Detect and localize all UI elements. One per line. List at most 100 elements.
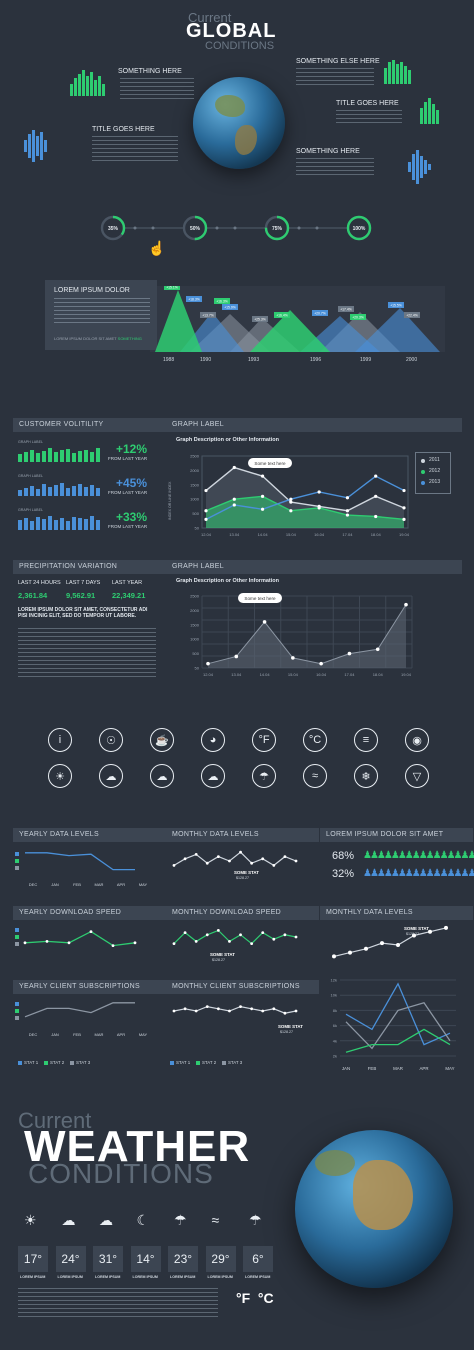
precip-header: PRECIPITATION VARIATION [13,560,166,574]
graph2-xtick: 12.04 [203,672,214,677]
progress-label: 35% [108,226,119,232]
series-point [396,943,400,947]
cloud-sun-icon: ☁ [61,1212,76,1228]
monthly-data-header: MONTHLY DATA LEVELS [166,828,319,842]
label-title-goes-here-left: TITLE GOES HERE [92,126,155,133]
temperature-box: 17° [18,1246,48,1272]
graph2-xtick: 14.04 [260,672,271,677]
stat-label: STAT 3 [228,1060,243,1065]
graph2-ytick: 1500 [190,622,200,627]
mountain-tag-label: +16.4% [276,314,288,318]
lorem-text [54,298,150,326]
mountain-tag-label: +15.9% [224,306,236,310]
customer-bar [48,487,52,496]
graph1-ytick: 2000 [190,468,200,473]
graph1-ytick: 500 [192,511,199,516]
cursor-icon: ☝ [148,240,166,256]
series-point [216,855,220,858]
pct-a: 68% [332,850,355,862]
graph1-point [402,488,406,493]
graph1-legend [415,452,451,494]
monthly-data-chart: SOME STAT$128.27 [172,850,298,880]
customer-bar [66,521,70,530]
month-label: MAY [139,882,148,887]
progress-dot [297,226,301,230]
partly-cloudy-icon: ☁ [201,764,225,788]
customer-bar [60,450,64,462]
graph1-ytick: 1500 [190,482,200,487]
precip-head: LAST YEAR [112,580,143,586]
cloud-icon: ☁ [99,1212,113,1228]
series-point [216,929,220,932]
customer-bar [54,485,58,496]
stat-swatch [70,1061,74,1065]
customer-bar [60,483,64,496]
customer-bar [78,451,82,462]
series-line [173,851,297,867]
graph1-ytick: 50 [195,526,200,531]
graph2-desc: Graph Description or Other Information [176,578,279,584]
customer-header: CUSTOMER VOLITILITY [13,418,166,432]
series-point [250,861,254,865]
cloud-icon: ☁ [150,764,174,788]
customer-pct: +12% [116,442,148,456]
yearly-client-line [24,1002,135,1018]
series-point [272,937,276,941]
weather-current: Current [18,1108,92,1133]
graph1-point [260,494,265,498]
progress-label: 100% [353,226,366,232]
mountain-year: 2000 [406,357,417,363]
customer-bar [18,490,22,496]
graph2-point [319,661,323,666]
yearly-data-line [25,852,135,871]
series-point [228,1009,231,1013]
progress-fill [182,215,208,241]
mountain-year: 1993 [248,357,259,363]
weather-units: °F °C [236,1290,274,1306]
monthly-data2-header: MONTHLY DATA LEVELS [320,906,473,920]
graph1-callout-text: Some text here [254,461,286,466]
stat-label: STAT 1 [176,1060,191,1065]
graph2-point [291,656,295,660]
series-point [45,940,49,943]
month-label: JAN [51,882,59,887]
stat-swatch [15,1002,19,1006]
graph2-xtick: 19.04 [401,672,412,677]
series-point [89,930,93,933]
some-stat-value: $128.27 [212,958,225,962]
mountain-tag [404,312,420,318]
customer-bar [30,450,34,462]
customer-bar [66,488,70,496]
mountain-tag [222,304,238,310]
series-point [348,950,352,955]
graph1-callout [248,458,292,468]
precip-value: 9,562.91 [66,591,96,600]
bar-cluster-green-right [384,60,411,84]
series-point [294,1009,298,1013]
weather-title: WEATHER [24,1122,251,1171]
month-label: APR [117,1032,125,1037]
mountain-green [250,310,330,352]
graph-label: GRAPH LABEL [18,440,43,444]
globe-top [193,77,285,169]
customer-bar [90,516,94,530]
stat-swatch [15,1009,19,1013]
graph1-line-2011 [205,466,405,512]
stat-swatch [222,1061,226,1065]
customer-note: FROM LAST YEAR [108,456,148,461]
temperature-box: 6° [243,1246,273,1272]
legend-label: 2011 [429,457,440,463]
graph1-point [317,490,321,494]
series-point [250,942,254,945]
temp-label: LOREM IPSUM [95,1275,121,1279]
precip-head: LAST 24 HOURS [18,580,61,586]
graph1-xtick: 16.04 [314,532,325,537]
temperature-box: 24° [55,1246,86,1272]
graph2-ytick: 500 [192,651,199,656]
lorem-text [120,78,194,100]
series-point [67,941,71,945]
customer-bar [84,450,88,462]
month-label: JAN [51,1032,59,1037]
series-point [428,929,432,934]
